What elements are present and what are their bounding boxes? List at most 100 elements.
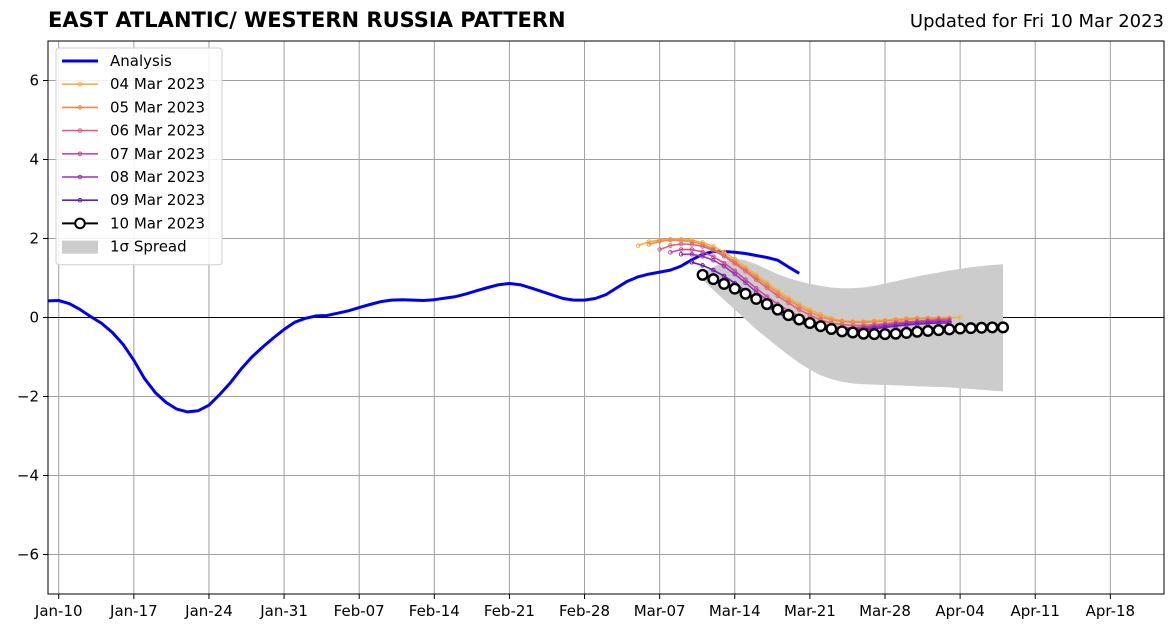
data-point [814,320,827,333]
data-point [836,325,849,338]
data-point [718,277,731,290]
data-point [857,327,870,340]
data-point [732,271,738,277]
data-point [786,297,791,303]
legend-label: 10 Mar 2023 [110,214,205,232]
data-point [668,237,673,243]
legend-marker [74,217,86,230]
data-point [796,307,802,312]
legend-label: Analysis [110,52,172,70]
legend-item-analysis: Analysis [62,52,172,70]
data-point [753,277,759,282]
data-point [646,239,652,244]
x-tick-label: Apr-11 [1010,602,1060,620]
legend-item-09-mar-2023: 09 Mar 2023 [62,191,205,209]
x-tick-label: Mar-14 [709,602,761,620]
data-point [743,268,748,274]
x-tick-label: Jan-10 [34,602,83,620]
data-point [760,298,773,311]
data-point [678,252,684,257]
y-tick-label: −2 [17,388,39,406]
data-point [711,248,716,253]
legend-marker [77,197,83,203]
legend-label: 07 Mar 2023 [110,145,205,163]
data-point [700,263,705,268]
series-line [48,250,800,414]
legend-label: 09 Mar 2023 [110,191,205,209]
legend-item-06-mar-2023: 06 Mar 2023 [62,122,205,140]
legend-item-08-mar-2023: 08 Mar 2023 [62,168,205,186]
x-tick-label: Apr-18 [1086,602,1136,620]
data-point [668,250,673,255]
data-point [786,300,791,306]
legend: Analysis 04 Mar 2023 05 Mar 2023 06 Mar 202… [55,47,223,266]
data-point [889,327,902,340]
legend-item-05-mar-2023: 05 Mar 2023 [62,98,205,116]
data-point [879,328,892,341]
data-point [764,285,770,291]
data-point [900,326,913,339]
data-point [771,303,784,316]
data-point [721,273,727,279]
legend-label: 05 Mar 2023 [110,98,205,116]
data-point [707,273,720,286]
data-point [775,293,780,299]
x-tick-label: Feb-21 [484,602,535,620]
data-point [696,268,709,281]
data-point [700,249,705,255]
legend-marker [77,128,83,133]
data-point [921,324,934,337]
legend-item-07-mar-2023: 07 Mar 2023 [62,145,205,163]
data-point [932,324,945,337]
x-tick-label: Mar-21 [784,602,836,620]
data-point [825,322,838,335]
data-point [689,252,695,257]
data-point [635,243,641,248]
x-tick-label: Feb-07 [334,602,385,620]
x-tick-label: Feb-28 [559,602,610,620]
data-point [750,292,763,305]
x-tick-label: Mar-07 [634,602,686,620]
series-lines [48,236,1010,414]
data-point [739,287,752,300]
legend-label: 1σ Spread [110,238,187,256]
x-tick-label: Jan-17 [109,602,158,620]
data-point [975,321,988,334]
data-point [957,315,963,320]
legend-marker [77,174,83,180]
data-point [782,309,795,322]
data-point [711,267,716,273]
data-point [678,247,684,252]
legend-marker [77,105,83,110]
chart-title: EAST ATLANTIC/ WESTERN RUSSIA PATTERN [48,8,566,32]
data-point [904,322,909,328]
x-tick-label: Apr-04 [935,602,985,620]
grid [48,41,1164,594]
data-point [911,325,924,338]
data-point [689,242,695,247]
data-point [689,247,695,252]
y-tick-label: 2 [29,230,39,248]
data-point [732,261,738,266]
data-point [807,312,813,318]
y-tick-label: −6 [17,546,39,564]
legend-marker [77,81,83,87]
series-analysis [48,250,800,414]
legend-label: 08 Mar 2023 [110,168,205,186]
legend-box [55,47,223,266]
legend-label: 04 Mar 2023 [110,75,205,93]
data-point [657,238,662,244]
y-tick-label: 4 [29,151,39,169]
data-point [743,280,748,286]
data-point [943,323,956,336]
data-point [846,326,859,339]
data-point [678,241,684,247]
legend-label: 06 Mar 2023 [110,122,205,140]
axis-ticks: Jan-10 Jan-17 Jan-24 Jan-31 Feb-07 Feb-14 Feb-… [17,72,1135,621]
y-tick-label: −4 [17,467,39,485]
data-point [721,253,727,259]
legend-item-10-mar-2023: 10 Mar 2023 [62,214,205,232]
x-tick-label: Jan-24 [184,602,233,620]
data-point [721,263,727,269]
